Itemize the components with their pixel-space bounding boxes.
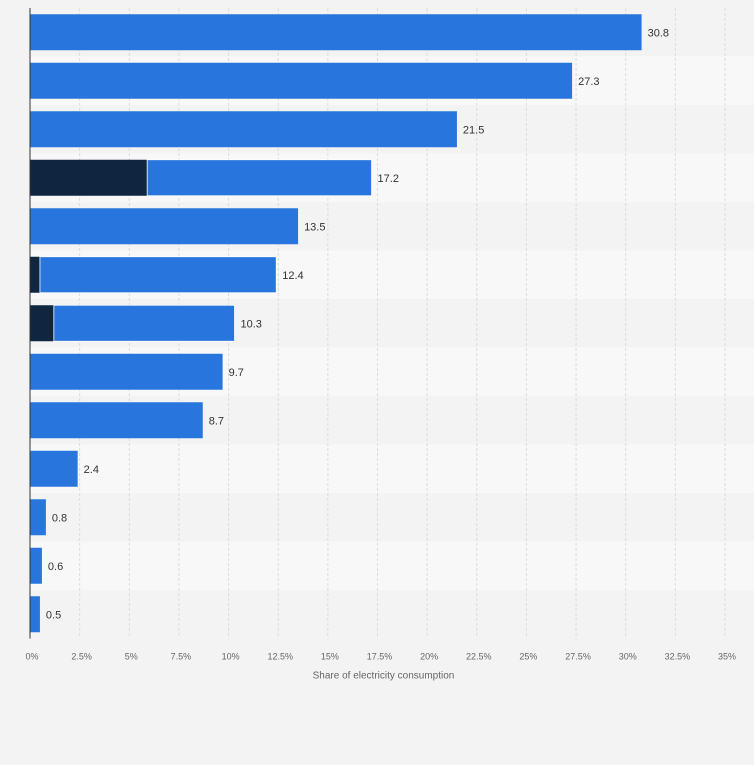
x-tick-label: 10% — [222, 652, 240, 662]
data-label: 10.3 — [241, 318, 262, 330]
data-label: 12.4 — [282, 270, 303, 282]
data-label: 8.7 — [209, 415, 224, 427]
x-tick-label: 5% — [125, 652, 138, 662]
bar-segment — [30, 353, 223, 390]
x-tick-label: 12.5% — [267, 652, 293, 662]
bar-segment — [30, 450, 78, 487]
bars — [30, 14, 642, 633]
x-tick-label: 25% — [519, 652, 537, 662]
bar-segment — [30, 62, 573, 99]
bar-segment — [30, 14, 642, 51]
bar-segment — [30, 256, 40, 293]
bar-segment — [30, 499, 46, 536]
x-tick-label: 15% — [321, 652, 339, 662]
bar-segment — [30, 159, 148, 196]
data-labels: 30.8 27.3 21.5 17.2 13.5 12.4 10.3 9.7 8.7 2.4 0.8… — [46, 27, 669, 621]
bar-segment — [53, 304, 235, 342]
data-label: 0.6 — [48, 561, 63, 573]
row-band — [30, 541, 754, 590]
x-tick-label: 27.5% — [565, 652, 591, 662]
x-tick-label: 32.5% — [665, 652, 691, 662]
data-label: 17.2 — [378, 173, 399, 185]
row-band — [30, 493, 754, 542]
x-tick-label: 20% — [420, 652, 438, 662]
x-axis-ticks: 0% 2.5% 5% 7.5% 10% 12.5% 15% 17.5% 20% 22.5% 25% 2… — [25, 652, 736, 662]
x-tick-label: 30% — [619, 652, 637, 662]
data-label: 13.5 — [304, 221, 325, 233]
row-band — [30, 590, 754, 639]
x-tick-label: 35% — [718, 652, 736, 662]
x-tick-label: 0% — [25, 652, 38, 662]
row-band — [30, 444, 754, 493]
bar-segment — [30, 111, 457, 148]
x-tick-label: 22.5% — [466, 652, 492, 662]
data-label: 27.3 — [578, 76, 599, 88]
x-tick-label: 17.5% — [367, 652, 393, 662]
bar-segment — [30, 547, 42, 584]
data-label: 30.8 — [648, 27, 669, 39]
data-label: 2.4 — [84, 464, 99, 476]
data-label: 0.8 — [52, 512, 67, 524]
data-label: 21.5 — [463, 124, 484, 136]
bar-segment — [30, 402, 203, 439]
data-label: 0.5 — [46, 609, 61, 621]
x-axis-title: Share of electricity consumption — [313, 671, 455, 682]
bar-segment — [30, 305, 54, 342]
bar-segment — [30, 596, 40, 633]
bar-segment — [30, 208, 299, 245]
bar-segment — [39, 256, 277, 294]
x-tick-label: 7.5% — [171, 652, 192, 662]
bar-segment — [146, 159, 372, 197]
x-tick-label: 2.5% — [71, 652, 92, 662]
data-label: 9.7 — [229, 367, 244, 379]
